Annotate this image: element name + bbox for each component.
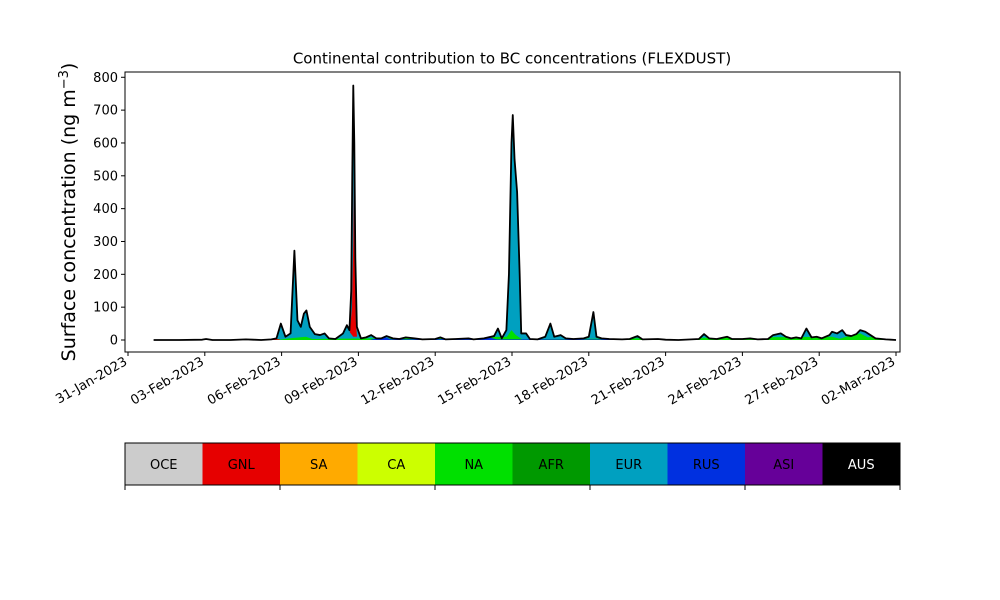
- legend-label-gnl: GNL: [228, 458, 256, 473]
- y-tick-label: 600: [93, 136, 118, 151]
- legend-frame: [124, 442, 901, 486]
- legend-swatch-na: [435, 443, 513, 485]
- y-axis-label-main: Surface concentration (ng m: [58, 89, 80, 361]
- legend-label-sa: SA: [310, 458, 327, 473]
- legend-label-asi: ASI: [773, 458, 794, 473]
- legend-swatch-gnl: [202, 443, 281, 485]
- legend-swatch-rus: [667, 443, 746, 485]
- series-line-total: [153, 84, 897, 341]
- legend-label-afr: AFR: [539, 458, 564, 473]
- legend-swatch-oce: [125, 443, 203, 485]
- legend-label-eur: EUR: [615, 458, 642, 473]
- y-tick-label: 800: [93, 71, 118, 86]
- y-tick-label: 0: [110, 334, 118, 349]
- y-axis-label: Surface concentration (ng m−3): [57, 63, 81, 362]
- legend-swatch-afr: [512, 443, 591, 485]
- y-axis-label-sup: −3: [57, 70, 72, 89]
- legend-swatch-aus: [822, 443, 901, 485]
- legend-swatch-sa: [280, 443, 358, 485]
- legend-label-oce: OCE: [150, 458, 178, 473]
- legend-label-aus: AUS: [848, 458, 875, 473]
- y-tick-label: 400: [93, 202, 118, 217]
- y-tick-label: 500: [93, 169, 118, 184]
- legend-swatch-asi: [745, 443, 823, 485]
- y-axis-label-close: ): [58, 63, 80, 70]
- y-tick-label: 100: [93, 301, 118, 316]
- chart-title: Continental contribution to BC concentra…: [293, 50, 731, 68]
- legend-swatch-eur: [590, 443, 668, 485]
- colorbar-legend: OCE GNL SA CA NA AFR EUR RUS ASI AUS: [124, 442, 901, 490]
- legend-label-na: NA: [464, 458, 483, 473]
- legend-label-ca: CA: [387, 458, 405, 473]
- legend-swatch-ca: [357, 443, 436, 485]
- legend-label-rus: RUS: [693, 458, 720, 473]
- y-tick-label: 300: [93, 235, 118, 250]
- y-tick-label: 200: [93, 268, 118, 283]
- y-tick-label: 700: [93, 104, 118, 119]
